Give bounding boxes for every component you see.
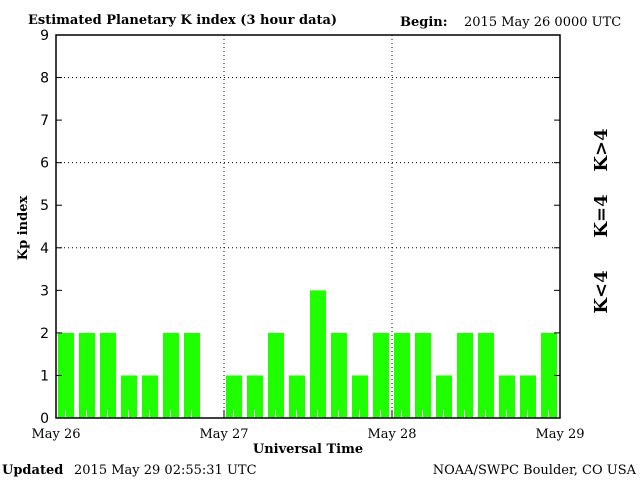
kp-bar xyxy=(226,375,242,418)
gridlines xyxy=(56,35,560,418)
kp-bar xyxy=(352,375,368,418)
y-tick-label: 3 xyxy=(40,283,49,299)
y-tick-label: 6 xyxy=(40,156,49,172)
kp-bar xyxy=(457,332,473,418)
updated-value: 2015 May 29 02:55:31 UTC xyxy=(74,463,257,478)
y-ticks: 0 1 2 3 4 5 6 7 8 9 xyxy=(40,28,560,427)
kp-bar xyxy=(394,332,410,418)
x-tick-label: May 27 xyxy=(199,427,248,442)
credit: NOAA/SWPC Boulder, CO USA xyxy=(433,463,637,478)
y-tick-label: 7 xyxy=(40,113,49,129)
bars xyxy=(58,290,557,418)
kp-bar xyxy=(121,375,137,418)
updated-label: Updated xyxy=(2,463,63,478)
kp-bar xyxy=(142,375,158,418)
kp-bar xyxy=(415,332,431,418)
kp-bar xyxy=(499,375,515,418)
kp-bar xyxy=(310,290,326,418)
kp-bar xyxy=(436,375,452,418)
x-ticks: May 26 May 27 May 28 May 29 xyxy=(31,410,585,442)
begin-value: 2015 May 26 0000 UTC xyxy=(464,15,621,30)
kp-bar xyxy=(331,332,347,418)
kp-bar xyxy=(184,332,200,418)
x-tick-label: May 28 xyxy=(367,427,416,442)
x-tick-label: May 26 xyxy=(31,427,80,442)
y-axis-label: Kp index xyxy=(16,196,31,261)
y-tick-label: 8 xyxy=(40,71,49,87)
kp-bar xyxy=(541,332,557,418)
kp-bar xyxy=(58,332,74,418)
kp-bar xyxy=(79,332,95,418)
legend-k-less-4: K<4 xyxy=(591,270,612,313)
x-tick-label: May 29 xyxy=(535,427,584,442)
y-tick-label: 1 xyxy=(40,368,49,384)
y-tick-label: 9 xyxy=(40,28,49,44)
kp-bar xyxy=(268,332,284,418)
kp-bar xyxy=(247,375,263,418)
begin-label: Begin: xyxy=(400,15,448,30)
kp-bar xyxy=(163,332,179,418)
chart-title: Estimated Planetary K index (3 hour data… xyxy=(28,13,337,28)
kp-bar xyxy=(520,375,536,418)
legend-k-greater-4: K>4 xyxy=(591,128,612,171)
kp-bar xyxy=(100,332,116,418)
kp-bar xyxy=(289,375,305,418)
y-tick-label: 5 xyxy=(40,198,49,214)
plot-frame xyxy=(55,34,561,419)
x-axis-label: Universal Time xyxy=(253,442,363,457)
kp-bar xyxy=(478,332,494,418)
kp-bar xyxy=(373,332,389,418)
y-tick-label: 2 xyxy=(40,326,49,342)
y-tick-label: 0 xyxy=(40,411,49,427)
y-tick-label: 4 xyxy=(40,241,49,257)
legend-k-equal-4: K=4 xyxy=(591,194,612,237)
